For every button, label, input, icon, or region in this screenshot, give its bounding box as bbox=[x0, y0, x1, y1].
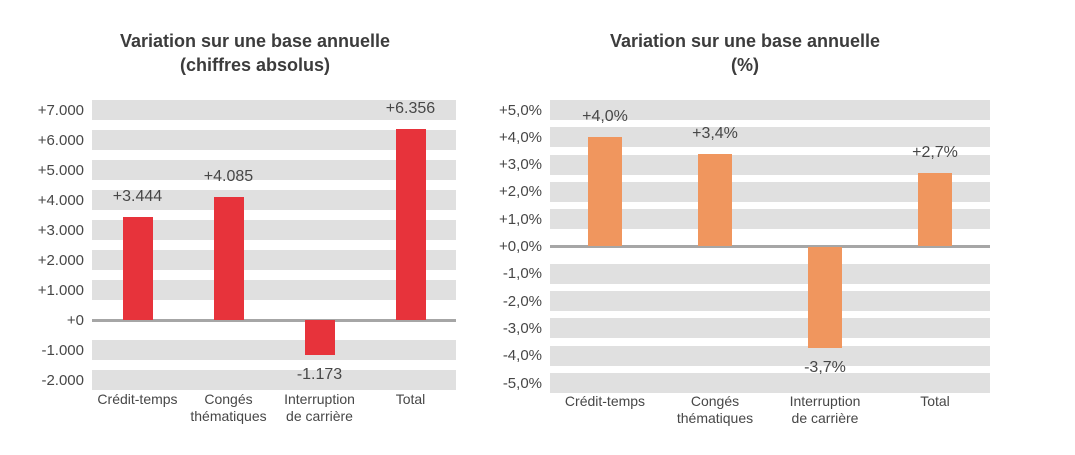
zero-axis-line bbox=[92, 318, 456, 322]
value-label: +4.085 bbox=[203, 168, 254, 186]
category-label-line: Congés bbox=[690, 393, 740, 409]
bar bbox=[213, 197, 244, 320]
y-tick-label: +6.000 bbox=[37, 131, 84, 149]
chart-title-line2: (%) bbox=[731, 55, 759, 75]
grid-band bbox=[550, 291, 990, 312]
bar bbox=[304, 320, 335, 356]
y-tick-label: +4.000 bbox=[37, 191, 84, 209]
grid-band bbox=[550, 127, 990, 148]
y-tick-label: +5,0% bbox=[499, 101, 542, 119]
category-label: Interruption de carrière bbox=[763, 393, 887, 427]
category-label: Crédit-temps bbox=[85, 391, 190, 408]
category-label: Total bbox=[873, 393, 997, 410]
bar bbox=[588, 137, 622, 247]
bar bbox=[395, 129, 426, 320]
category-label: Interruption de carrière bbox=[267, 391, 372, 425]
value-label: +4,0% bbox=[582, 108, 628, 126]
y-tick-label: +5.000 bbox=[37, 161, 84, 179]
grid-band bbox=[92, 340, 456, 360]
value-label: -1.173 bbox=[296, 366, 343, 384]
category-label-line: Interruption bbox=[284, 391, 355, 407]
grid-band bbox=[550, 263, 990, 284]
category-label-line: Total bbox=[920, 393, 950, 409]
chart-title-percent: Variation sur une base annuelle (%) bbox=[565, 29, 925, 77]
y-tick-label: -4,0% bbox=[502, 347, 542, 365]
category-label: Total bbox=[358, 391, 463, 408]
category-label: Congés thématiques bbox=[176, 391, 281, 425]
grid-band bbox=[550, 154, 990, 175]
grid-band bbox=[550, 318, 990, 339]
grid-band bbox=[92, 190, 456, 210]
bar bbox=[122, 216, 153, 320]
category-label-line: de carrière bbox=[791, 410, 859, 426]
value-label: -3,7% bbox=[804, 358, 846, 376]
y-tick-label: -1,0% bbox=[502, 265, 542, 283]
category-label-line: Crédit-temps bbox=[564, 393, 646, 409]
category-label: Crédit-temps bbox=[543, 393, 667, 410]
value-label: +3.444 bbox=[112, 187, 163, 205]
y-tick-label: -2,0% bbox=[502, 292, 542, 310]
category-label-line: Interruption bbox=[789, 393, 861, 409]
bar bbox=[918, 172, 952, 247]
chart-title-line1: Variation sur une base annuelle bbox=[119, 31, 391, 51]
y-tick-label: +1.000 bbox=[37, 281, 84, 299]
value-label: +6.356 bbox=[385, 100, 436, 118]
y-tick-label: +3,0% bbox=[499, 156, 542, 174]
y-tick-label: +1,0% bbox=[499, 210, 542, 228]
y-tick-label: +0 bbox=[66, 311, 84, 329]
category-label-line: Crédit-temps bbox=[97, 391, 178, 407]
chart-title-line1: Variation sur une base annuelle bbox=[609, 31, 881, 51]
grid-band bbox=[92, 250, 456, 270]
y-tick-label: +3.000 bbox=[37, 221, 84, 239]
category-label-line: thématiques bbox=[190, 408, 267, 424]
y-tick-label: -5,0% bbox=[502, 374, 542, 392]
category-label-line: thématiques bbox=[676, 410, 754, 426]
y-tick-label: +0,0% bbox=[499, 238, 542, 255]
value-label: +2,7% bbox=[912, 143, 958, 161]
y-tick-label: -1.000 bbox=[41, 341, 84, 359]
grid-band bbox=[550, 345, 990, 366]
grid-band bbox=[550, 209, 990, 230]
bar bbox=[698, 153, 732, 247]
category-label-line: de carrière bbox=[286, 408, 353, 424]
grid-band bbox=[550, 373, 990, 393]
y-tick-label: +7.000 bbox=[37, 101, 84, 119]
y-tick-label: +2,0% bbox=[499, 183, 542, 201]
bar bbox=[808, 246, 842, 348]
chart-title-line2: (chiffres absolus) bbox=[179, 55, 331, 75]
category-label: Congés thématiques bbox=[653, 393, 777, 427]
grid-band bbox=[92, 280, 456, 300]
grid-band bbox=[92, 100, 456, 120]
grid-band bbox=[92, 220, 456, 240]
y-tick-label: +4,0% bbox=[499, 128, 542, 146]
category-label-line: Congés bbox=[204, 391, 253, 407]
chart-title-absolute: Variation sur une base annuelle (chiffre… bbox=[75, 29, 435, 77]
y-tick-label: +2.000 bbox=[37, 251, 84, 269]
y-tick-label: -3,0% bbox=[502, 319, 542, 337]
value-label: +3,4% bbox=[692, 124, 738, 142]
grid-band bbox=[92, 130, 456, 150]
grid-band bbox=[550, 100, 990, 120]
category-label-line: Total bbox=[395, 391, 426, 407]
grid-band bbox=[92, 160, 456, 180]
grid-band bbox=[92, 370, 456, 390]
grid-band bbox=[550, 181, 990, 202]
zero-axis-line bbox=[550, 245, 990, 248]
y-tick-label: -2.000 bbox=[41, 371, 84, 389]
